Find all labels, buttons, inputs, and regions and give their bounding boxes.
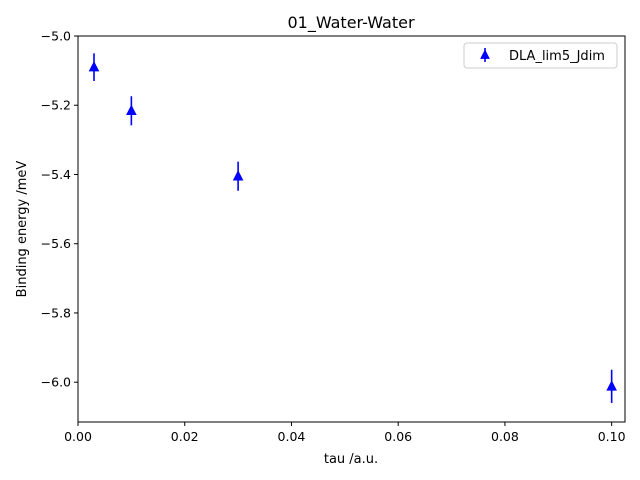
x-axis-ticks: 0.00 0.02 0.04 0.06 0.08 0.10 <box>64 422 626 444</box>
legend-marker-triangle <box>480 49 490 59</box>
x-tick-label: 0.00 <box>64 429 92 444</box>
chart-title: 01_Water-Water <box>287 13 414 33</box>
series-layer <box>88 53 617 403</box>
plot-frame <box>77 35 626 423</box>
legend: DLA_lim5_Jdim <box>463 42 618 69</box>
y-tick-label: −5.4 <box>41 167 71 182</box>
legend-marker <box>480 48 490 62</box>
y-axis-label: Binding energy /meV <box>15 161 30 298</box>
y-tick-label: −5.6 <box>41 236 71 251</box>
y-tick-label: −5.8 <box>41 305 71 320</box>
legend-box <box>463 42 618 69</box>
data-point <box>126 104 137 116</box>
data-point <box>606 380 617 391</box>
plot-area <box>77 35 626 423</box>
legend-series-label: DLA_lim5_Jdim <box>509 49 605 64</box>
y-axis-ticks: −6.0 −5.8 −5.6 −5.4 −5.2 −5.0 <box>41 29 78 390</box>
x-tick-label: 0.02 <box>171 429 199 444</box>
data-point <box>232 170 244 181</box>
x-tick-label: 0.10 <box>598 429 626 444</box>
x-axis-label: tau /a.u. <box>324 452 378 467</box>
x-tick-label: 0.04 <box>278 429 306 444</box>
x-tick-label: 0.06 <box>384 429 412 444</box>
y-tick-label: −6.0 <box>41 375 71 390</box>
data-point <box>88 61 100 72</box>
y-tick-label: −5.0 <box>41 29 71 44</box>
x-tick-label: 0.08 <box>491 429 519 444</box>
y-tick-label: −5.2 <box>41 98 71 113</box>
